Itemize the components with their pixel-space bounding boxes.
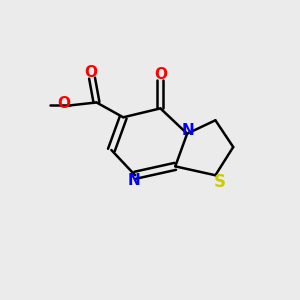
Text: N: N xyxy=(182,123,194,138)
Text: N: N xyxy=(127,173,140,188)
Text: O: O xyxy=(84,64,97,80)
Text: O: O xyxy=(154,67,167,82)
Text: O: O xyxy=(57,96,70,111)
Text: S: S xyxy=(214,173,226,191)
